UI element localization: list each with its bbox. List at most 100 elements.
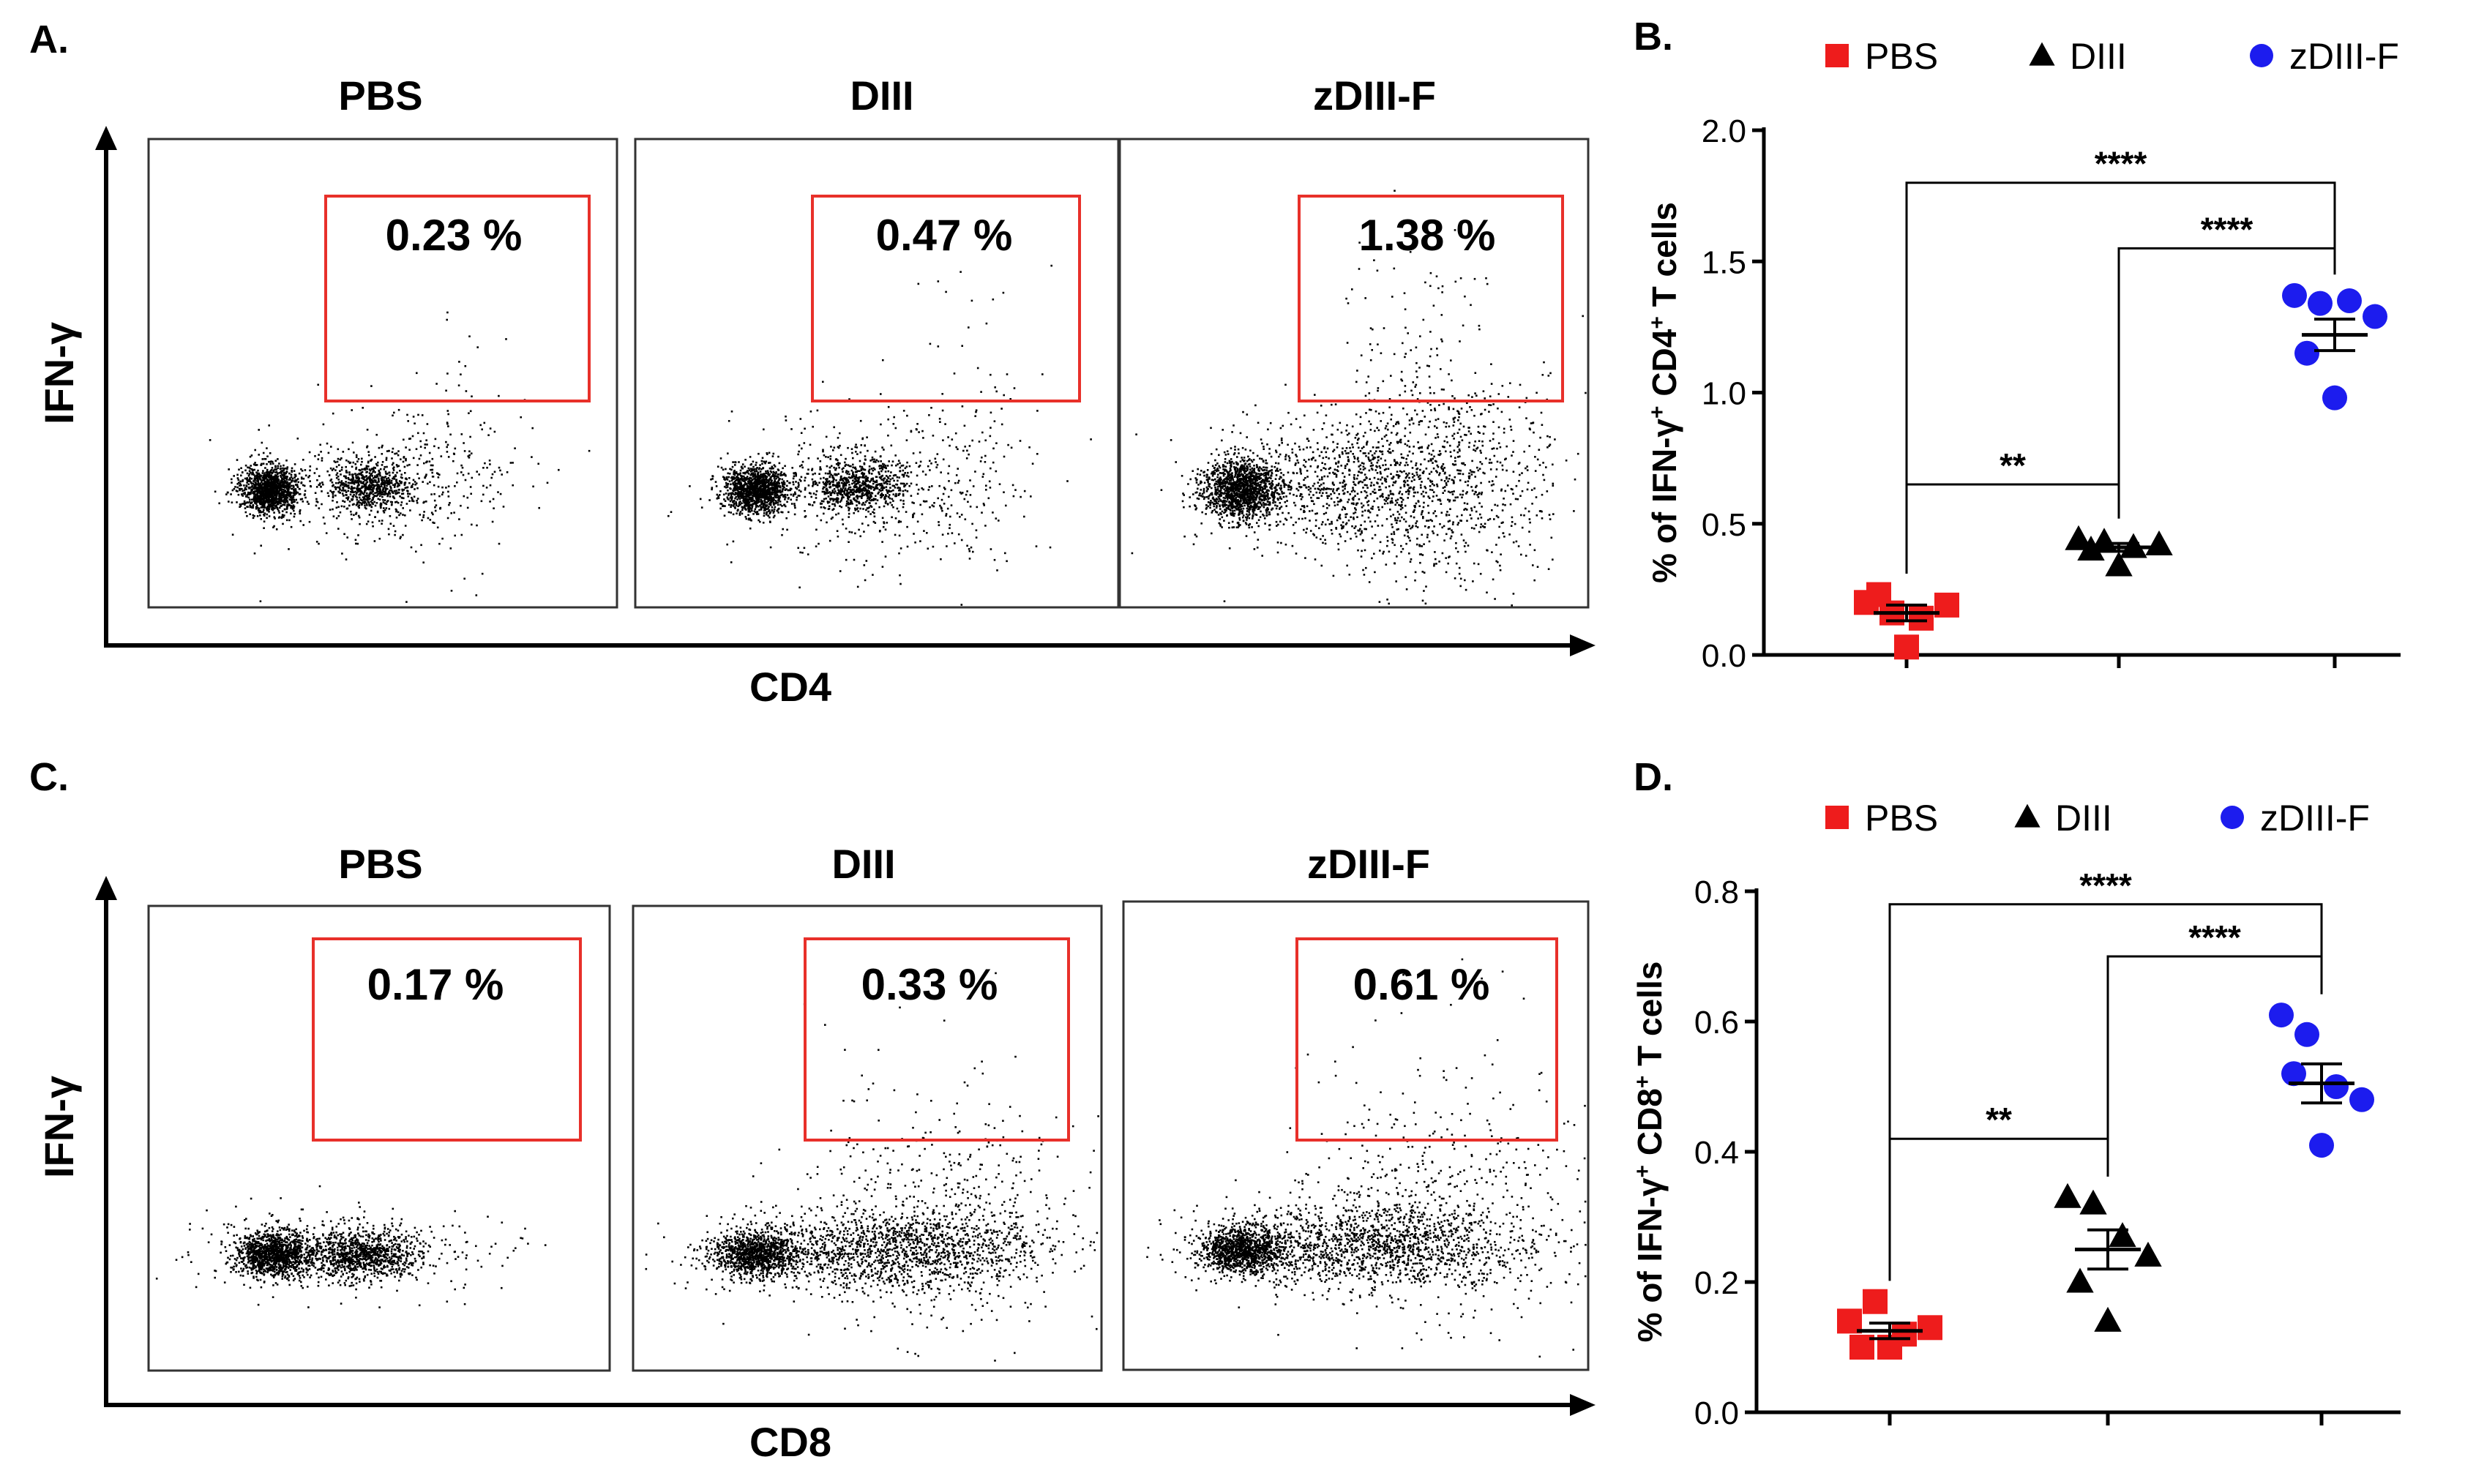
event-dot bbox=[859, 419, 862, 422]
event-dot bbox=[949, 515, 951, 518]
event-dot bbox=[450, 512, 452, 514]
event-dot bbox=[373, 481, 375, 484]
event-dot bbox=[276, 506, 279, 509]
event-dot bbox=[892, 506, 894, 509]
event-dot bbox=[957, 481, 960, 484]
event-dot bbox=[404, 514, 406, 517]
event-dot bbox=[753, 468, 756, 471]
event-dot bbox=[766, 470, 769, 472]
event-dot bbox=[809, 443, 812, 446]
event-dot bbox=[399, 537, 402, 539]
event-dot bbox=[309, 465, 312, 468]
event-dot bbox=[755, 483, 758, 486]
event-dot bbox=[992, 511, 994, 514]
event-dot bbox=[772, 496, 774, 499]
event-dot bbox=[288, 472, 291, 475]
event-dot bbox=[883, 449, 885, 451]
event-dot bbox=[293, 486, 295, 488]
event-dot bbox=[284, 489, 287, 492]
event-dot bbox=[780, 511, 782, 514]
event-dot bbox=[283, 474, 285, 476]
event-dot bbox=[395, 481, 398, 484]
event-dot bbox=[862, 501, 864, 504]
event-dot bbox=[408, 481, 411, 484]
event-dot bbox=[345, 477, 348, 479]
event-dot bbox=[921, 430, 924, 432]
event-dot bbox=[296, 478, 299, 480]
event-dot bbox=[498, 394, 500, 397]
event-dot bbox=[766, 481, 768, 484]
event-dot bbox=[822, 500, 825, 503]
event-dot bbox=[781, 481, 783, 484]
event-dot bbox=[337, 475, 340, 478]
event-dot bbox=[259, 511, 261, 514]
event-dot bbox=[261, 476, 264, 479]
event-dot bbox=[357, 458, 360, 460]
event-dot bbox=[489, 484, 492, 487]
event-dot bbox=[758, 490, 760, 492]
event-dot bbox=[392, 469, 395, 471]
event-dot bbox=[247, 483, 250, 486]
event-dot bbox=[837, 489, 839, 491]
event-dot bbox=[412, 500, 415, 503]
event-dot bbox=[959, 516, 961, 518]
event-dot bbox=[273, 489, 275, 491]
event-dot bbox=[809, 503, 811, 506]
event-dot bbox=[266, 463, 268, 465]
event-dot bbox=[317, 383, 319, 386]
event-dot bbox=[345, 485, 348, 488]
event-dot bbox=[218, 502, 220, 505]
event-dot bbox=[405, 503, 408, 505]
event-dot bbox=[253, 484, 255, 486]
event-dot bbox=[445, 389, 447, 392]
event-dot bbox=[419, 440, 422, 443]
event-dot bbox=[290, 506, 292, 509]
event-dot bbox=[263, 479, 266, 481]
event-dot bbox=[759, 492, 761, 495]
event-dot bbox=[960, 492, 962, 495]
event-dot bbox=[257, 476, 259, 478]
event-dot bbox=[266, 472, 268, 474]
event-dot bbox=[468, 457, 471, 459]
event-dot bbox=[279, 481, 281, 484]
event-dot bbox=[277, 467, 279, 469]
event-dot bbox=[454, 534, 456, 537]
event-dot bbox=[801, 447, 803, 450]
event-dot bbox=[795, 474, 797, 477]
event-dot bbox=[762, 484, 764, 487]
event-dot bbox=[740, 485, 742, 488]
event-dot bbox=[308, 520, 311, 523]
event-dot bbox=[774, 479, 776, 481]
event-dot bbox=[239, 505, 242, 507]
event-dot bbox=[783, 472, 785, 475]
event-dot bbox=[270, 460, 272, 462]
event-dot bbox=[266, 468, 269, 471]
event-dot bbox=[759, 496, 761, 498]
event-dot bbox=[770, 493, 773, 495]
event-dot bbox=[250, 468, 253, 471]
event-dot bbox=[736, 498, 738, 501]
event-dot bbox=[873, 509, 875, 511]
event-dot bbox=[884, 471, 887, 473]
event-dot bbox=[331, 491, 333, 493]
event-dot bbox=[735, 501, 737, 503]
event-dot bbox=[400, 512, 402, 514]
event-dot bbox=[356, 473, 359, 476]
event-dot bbox=[365, 507, 367, 510]
event-dot bbox=[796, 487, 798, 490]
event-dot bbox=[263, 503, 266, 505]
event-dot bbox=[417, 413, 419, 416]
event-dot bbox=[833, 446, 836, 449]
event-dot bbox=[257, 469, 259, 472]
event-dot bbox=[757, 505, 760, 508]
event-dot bbox=[742, 498, 745, 500]
event-dot bbox=[880, 455, 882, 457]
event-dot bbox=[935, 466, 938, 468]
event-dot bbox=[434, 438, 437, 441]
event-dot bbox=[277, 465, 280, 468]
event-dot bbox=[241, 488, 243, 490]
event-dot bbox=[869, 513, 872, 515]
event-dot bbox=[288, 486, 291, 489]
event-dot bbox=[837, 492, 840, 494]
event-dot bbox=[873, 458, 875, 461]
